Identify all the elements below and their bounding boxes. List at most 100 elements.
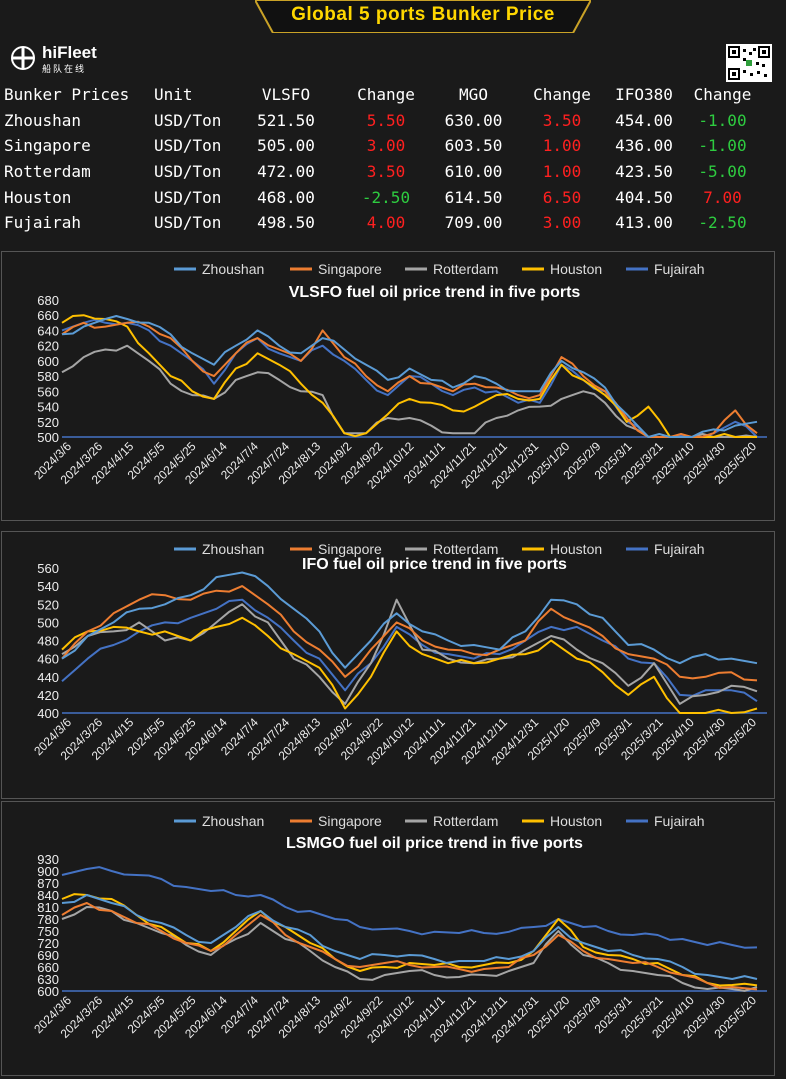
y-tick-label: 600 (37, 354, 59, 369)
y-tick-label: 780 (37, 912, 59, 927)
legend-label: Houston (550, 541, 602, 557)
legend-label: Zhoushan (202, 813, 264, 829)
y-tick-label: 720 (37, 936, 59, 951)
y-tick-label: 540 (37, 400, 59, 415)
legend-entry-zhoushan: Zhoushan (174, 813, 264, 829)
ifo380-change: 7.00 (703, 187, 742, 207)
series-line-zhoushan (61, 894, 758, 980)
unit: USD/Ton (154, 213, 222, 233)
lsmgo-chart-panel: Zhoushan Singapore Rotterdam Houston Fujaira… (1, 801, 775, 1076)
y-tick-label: 520 (37, 597, 59, 612)
unit: USD/Ton (154, 162, 222, 182)
legend-entry-fujairah: Fujairah (626, 261, 705, 277)
port-name: Rotterdam (4, 162, 91, 182)
header-unit: Unit (154, 85, 193, 105)
logo-subtitle: 船队在线 (42, 65, 87, 75)
ifo-chart-panel: Zhoushan Singapore Rotterdam Houston Fujaira… (1, 531, 775, 799)
legend-entry-singapore: Singapore (290, 813, 382, 829)
legend-entry-houston: Houston (522, 261, 602, 277)
legend-entry-fujairah: Fujairah (626, 813, 705, 829)
y-tick-label: 500 (37, 430, 59, 445)
mgo-change: 3.50 (542, 110, 582, 130)
y-tick-label: 640 (37, 323, 59, 338)
legend-label: Houston (550, 261, 602, 277)
title-banner: Global 5 ports Bunker Price (253, 0, 593, 34)
vlsfo-change: -2.50 (361, 187, 411, 207)
series-line-rotterdam (61, 598, 758, 705)
ifo380-price: 404.50 (615, 187, 673, 207)
y-tick-label: 580 (37, 369, 59, 384)
ifo380-change: -1.00 (698, 136, 747, 156)
unit: USD/Ton (154, 110, 222, 130)
table-row: Rotterdam USD/Ton 472.00 3.50 610.00 1.0… (0, 159, 770, 185)
vlsfo-chart-panel: Zhoushan Singapore Rotterdam Houston Fujaira… (1, 251, 775, 521)
series-line-singapore (61, 320, 758, 438)
port-name: Singapore (4, 136, 91, 156)
legend-label: Singapore (318, 813, 382, 829)
vlsfo-price: 472.00 (257, 162, 315, 182)
table-row: Singapore USD/Ton 505.00 3.00 603.50 1.0… (0, 133, 770, 159)
vlsfo-change: 3.00 (366, 136, 406, 156)
mgo-price: 709.00 (444, 213, 503, 233)
y-tick-label: 560 (37, 384, 59, 399)
ifo380-change: -5.00 (698, 162, 747, 182)
lsmgo-line-chart: Zhoushan Singapore Rotterdam Houston Fujaira… (31, 813, 767, 1046)
mgo-price: 614.50 (444, 187, 503, 207)
banner-title: Global 5 ports Bunker Price (291, 4, 555, 25)
bunker-price-table: Bunker Prices Unit VLSFO Change MGO Chan… (0, 82, 770, 236)
legend-entry-singapore: Singapore (290, 261, 382, 277)
y-tick-label: 690 (37, 948, 59, 963)
ifo380-price: 436.00 (615, 136, 673, 156)
ship-wheel-icon (11, 46, 35, 70)
y-tick-label: 900 (37, 864, 59, 879)
vlsfo-change: 5.50 (366, 110, 406, 130)
y-tick-label: 620 (37, 339, 59, 354)
vlsfo-price: 468.00 (257, 187, 315, 207)
mgo-change: 6.50 (542, 187, 582, 207)
series-line-fujairah (61, 598, 758, 703)
vlsfo-change: 4.00 (366, 213, 406, 233)
vlsfo-price: 498.50 (257, 213, 315, 233)
ifo380-price: 413.00 (615, 213, 673, 233)
legend-entry-houston: Houston (522, 813, 602, 829)
series-line-rotterdam (61, 344, 758, 438)
legend-label: Fujairah (654, 813, 705, 829)
header-vlsfo-change: Change (357, 85, 415, 105)
y-tick-label: 480 (37, 634, 59, 649)
logo-name: hiFleet (42, 43, 97, 62)
y-tick-label: 460 (37, 652, 59, 667)
y-tick-label: 560 (37, 561, 59, 576)
legend-label: Singapore (318, 261, 382, 277)
y-tick-label: 500 (37, 615, 59, 630)
mgo-change: 3.00 (542, 213, 582, 233)
legend-entry-rotterdam: Rotterdam (405, 261, 498, 277)
y-tick-label: 520 (37, 415, 59, 430)
y-tick-label: 840 (37, 888, 59, 903)
legend-entry-houston: Houston (522, 541, 602, 557)
legend-entry-rotterdam: Rotterdam (405, 541, 498, 557)
legend-label: Rotterdam (433, 261, 498, 277)
series-line-rotterdam (61, 906, 758, 992)
hifleet-logo: hiFleet 船队在线 (10, 43, 110, 75)
y-tick-label: 600 (37, 984, 59, 999)
chart-title: VLSFO fuel oil price trend in five ports (289, 284, 581, 301)
series-line-zhoushan (61, 571, 758, 669)
legend-label: Singapore (318, 541, 382, 557)
legend-label: Rotterdam (433, 813, 498, 829)
series-line-houston (61, 616, 758, 714)
ifo380-price: 423.50 (615, 162, 673, 182)
header-ifo380-change: Change (693, 85, 752, 105)
ifo-line-chart: Zhoushan Singapore Rotterdam Houston Fujaira… (31, 541, 767, 768)
series-line-zhoushan (61, 315, 758, 438)
chart-title: LSMGO fuel oil price trend in five ports (286, 835, 583, 852)
y-tick-label: 540 (37, 579, 59, 594)
mgo-price: 603.50 (444, 136, 503, 156)
header-vlsfo: VLSFO (261, 85, 311, 105)
legend-entry-fujairah: Fujairah (626, 541, 705, 557)
vlsfo-price: 521.50 (257, 110, 315, 130)
legend-entry-zhoushan: Zhoushan (174, 261, 264, 277)
y-tick-label: 440 (37, 670, 59, 685)
legend-label: Houston (550, 813, 602, 829)
ifo380-price: 454.00 (615, 110, 673, 130)
y-tick-label: 420 (37, 688, 59, 703)
